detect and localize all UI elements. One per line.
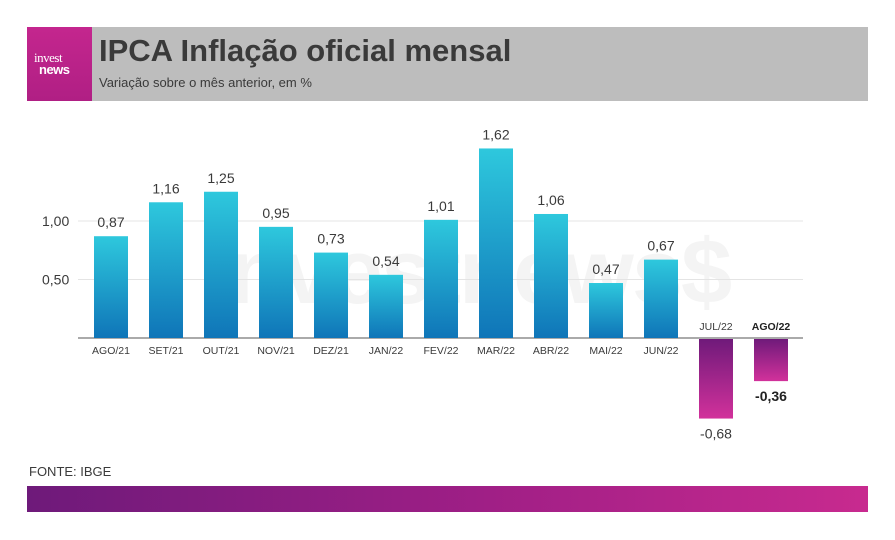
source-note: FONTE: IBGE: [29, 464, 112, 479]
value-label: 1,06: [537, 192, 564, 208]
value-label: 0,95: [262, 205, 289, 221]
category-label: JAN/22: [369, 345, 404, 357]
bar-abr-22: [534, 213, 568, 338]
logo-text-bottom: news: [39, 62, 70, 77]
category-label: DEZ/21: [313, 345, 349, 357]
value-label: 1,01: [427, 198, 454, 214]
bar-fev-22: [424, 219, 458, 338]
value-label: 0,67: [647, 238, 674, 254]
labels-layer: 0,50 1,00 0,87 AGO/21 1,16 SET/21 1,25 OUT/21 0,…: [42, 126, 790, 441]
category-label: JUL/22: [699, 321, 732, 333]
value-label: 0,54: [372, 253, 399, 269]
y-tick-label: 0,50: [42, 272, 69, 288]
bar-mai-22: [589, 283, 623, 338]
y-tick-label: 1,00: [42, 213, 69, 229]
chart-header: [27, 27, 868, 101]
value-label: 0,47: [592, 261, 619, 277]
value-label: 0,87: [97, 214, 124, 230]
bars-layer: [94, 148, 788, 419]
bar-jun-22: [644, 259, 678, 338]
bar-dez-21: [314, 252, 348, 338]
bar-jan-22: [369, 274, 403, 338]
category-label: MAR/22: [477, 345, 515, 357]
category-label: MAI/22: [589, 345, 622, 357]
value-label: -0,68: [700, 426, 732, 442]
investnews-logo: invest news: [27, 27, 92, 101]
bar-mar-22: [479, 148, 513, 338]
value-label: 1,25: [207, 170, 234, 186]
value-label: 1,16: [152, 180, 179, 196]
bar-nov-21: [259, 226, 293, 338]
category-label: FEV/22: [423, 345, 458, 357]
value-label: 1,62: [482, 126, 509, 142]
bar-ago-22: [754, 339, 788, 382]
value-label: 0,73: [317, 231, 344, 247]
category-label: OUT/21: [203, 345, 240, 357]
category-label: AGO/21: [92, 345, 130, 357]
logo-text-top: invest: [34, 50, 63, 65]
category-label: ABR/22: [533, 345, 569, 357]
bottom-brand-bar: [27, 486, 868, 512]
chart-subtitle: Variação sobre o mês anterior, em %: [99, 75, 312, 90]
bar-set-21: [149, 202, 183, 338]
bar-ago-21: [94, 236, 128, 338]
value-label: -0,36: [755, 388, 787, 404]
category-label: NOV/21: [257, 345, 295, 357]
category-label: JUN/22: [643, 345, 678, 357]
chart-title: IPCA Inflação oficial mensal: [99, 33, 512, 68]
bar-jul-22: [699, 339, 733, 419]
category-label: AGO/22: [752, 321, 791, 333]
bar-out-21: [204, 191, 238, 338]
category-label: SET/21: [148, 345, 183, 357]
